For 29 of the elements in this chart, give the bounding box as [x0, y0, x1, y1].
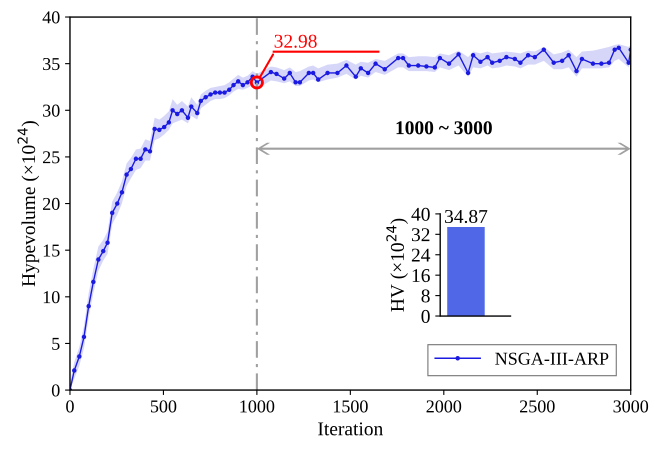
- y-tick-label: 0: [52, 384, 60, 397]
- y-tick-label: 35: [43, 58, 60, 70]
- y-tick-label: 5: [52, 338, 60, 350]
- y-tick-label: 20: [42, 198, 60, 210]
- x-tick-label: 2000: [426, 400, 462, 413]
- x-tick-label: 1500: [334, 400, 368, 413]
- annotation: 32.98: [274, 34, 317, 48]
- y-tick-label: 32: [412, 228, 430, 242]
- x-tick-label: 1000: [240, 400, 274, 413]
- data-label: 34.87: [445, 210, 488, 224]
- legend-label: NSGA-III-ARP: [495, 352, 608, 365]
- x-axis-title: Iteration: [318, 422, 383, 436]
- y-tick-label: 40: [411, 208, 430, 221]
- y-tick-label: 25: [42, 151, 60, 164]
- y-tick-label: 15: [44, 244, 60, 257]
- x-tick-label: 500: [150, 400, 176, 413]
- y-tick-label: 16: [412, 269, 430, 282]
- y-tick-label: 8: [421, 289, 430, 303]
- y-tick-label: 24: [412, 248, 430, 262]
- x-tick-label: 0: [66, 400, 74, 413]
- y-axis-title: Hypevolume (×10$^{24}$): [17, 121, 40, 286]
- y-axis-title: HV (×10$^{24}$): [386, 218, 408, 312]
- y-tick-label: 10: [44, 291, 60, 304]
- annotation: 1000 ~ 3000: [396, 121, 492, 134]
- y-tick-label: 30: [43, 104, 60, 117]
- y-tick-label: 0: [421, 310, 430, 323]
- x-tick-label: 2500: [520, 400, 555, 413]
- y-tick-label: 40: [42, 11, 60, 24]
- x-tick-label: 3000: [614, 400, 648, 413]
